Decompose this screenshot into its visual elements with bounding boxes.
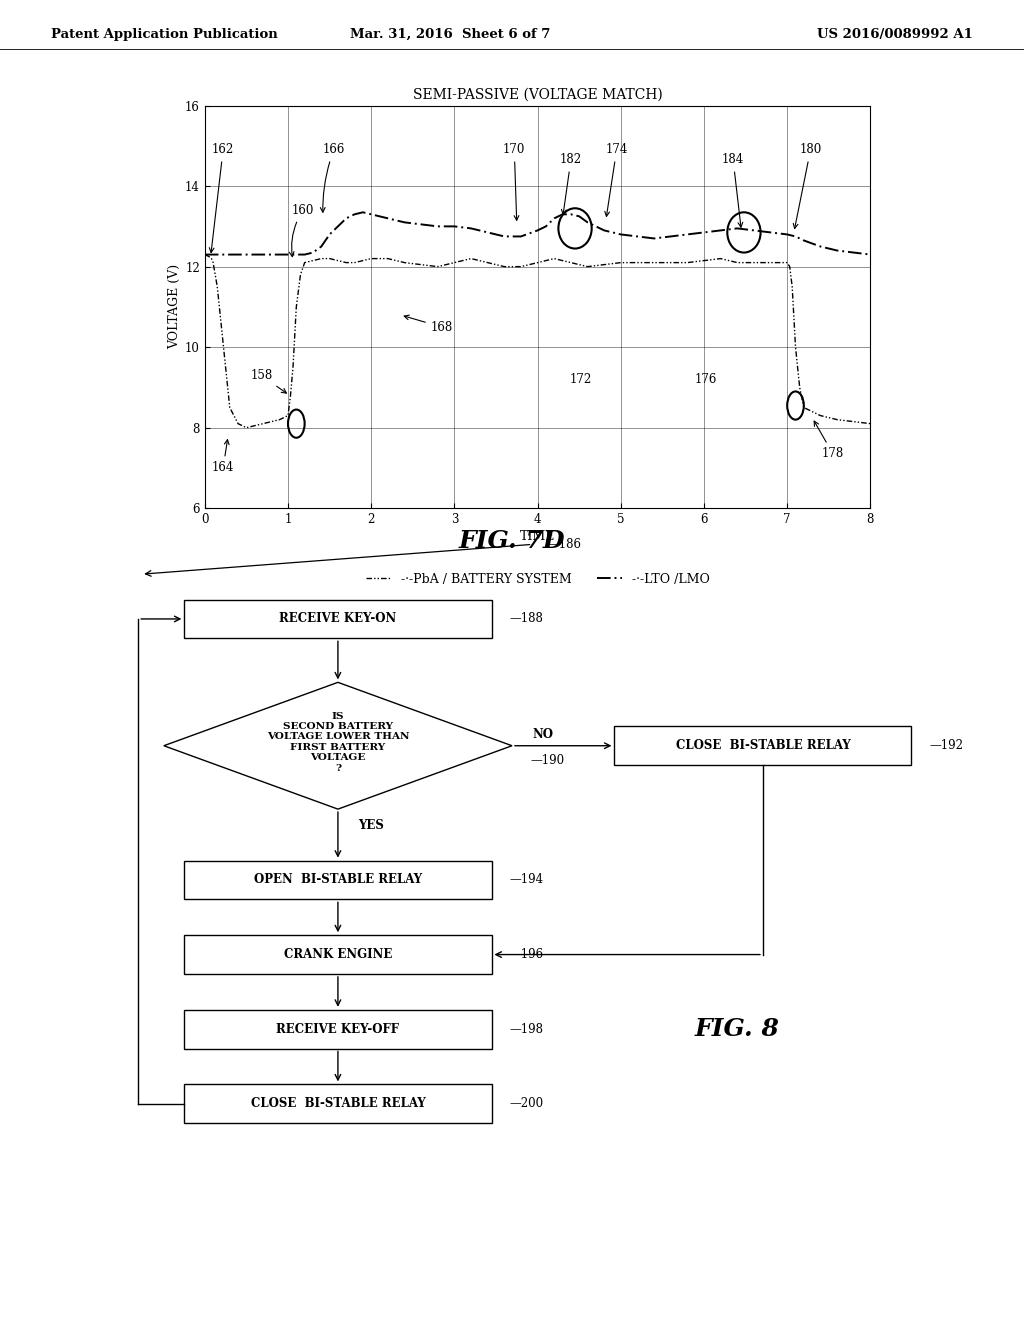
Text: NO: NO [532,729,554,741]
Text: FIG. 8: FIG. 8 [695,1018,779,1041]
Text: 164: 164 [212,440,234,474]
Text: IS
SECOND BATTERY
VOLTAGE LOWER THAN
FIRST BATTERY
VOLTAGE
?: IS SECOND BATTERY VOLTAGE LOWER THAN FIR… [266,711,410,772]
Text: Mar. 31, 2016  Sheet 6 of 7: Mar. 31, 2016 Sheet 6 of 7 [350,28,551,41]
Text: —194: —194 [510,874,544,887]
Text: Patent Application Publication: Patent Application Publication [51,28,278,41]
Text: —186: —186 [548,537,582,550]
Text: —192: —192 [930,739,964,752]
Text: CLOSE  BI-STABLE RELAY: CLOSE BI-STABLE RELAY [676,739,850,752]
Polygon shape [164,682,512,809]
Text: 158: 158 [250,368,287,393]
Text: OPEN  BI-STABLE RELAY: OPEN BI-STABLE RELAY [254,874,422,887]
Text: RECEIVE KEY-OFF: RECEIVE KEY-OFF [276,1023,399,1036]
Text: 168: 168 [404,315,453,334]
Y-axis label: VOLTAGE (V): VOLTAGE (V) [168,264,181,350]
Text: US 2016/0089992 A1: US 2016/0089992 A1 [817,28,973,41]
Text: —198: —198 [510,1023,544,1036]
X-axis label: TIME: TIME [520,531,555,544]
Text: 166: 166 [321,144,345,213]
Text: 184: 184 [722,153,744,227]
FancyBboxPatch shape [184,1084,492,1123]
Text: FIG. 7D: FIG. 7D [459,529,565,553]
Text: RECEIVE KEY-ON: RECEIVE KEY-ON [280,612,396,626]
Text: —200: —200 [510,1097,544,1110]
Text: 172: 172 [569,372,592,385]
FancyBboxPatch shape [614,726,911,766]
Text: CRANK ENGINE: CRANK ENGINE [284,948,392,961]
FancyBboxPatch shape [184,1010,492,1048]
Text: —190: —190 [530,754,564,767]
Text: —196: —196 [510,948,544,961]
Text: —188: —188 [510,612,544,626]
Text: 160: 160 [290,203,314,256]
Title: SEMI-PASSIVE (VOLTAGE MATCH): SEMI-PASSIVE (VOLTAGE MATCH) [413,87,663,102]
Legend: -·-PbA / BATTERY SYSTEM, -·-LTO /LMO: -·-PbA / BATTERY SYSTEM, -·-LTO /LMO [360,568,715,590]
Text: 182: 182 [560,153,582,214]
Text: CLOSE  BI-STABLE RELAY: CLOSE BI-STABLE RELAY [251,1097,425,1110]
FancyBboxPatch shape [184,599,492,639]
Text: 174: 174 [605,144,628,216]
Text: 178: 178 [814,421,844,461]
Text: YES: YES [358,818,384,832]
Text: 176: 176 [694,372,717,385]
Text: 170: 170 [503,144,525,220]
FancyBboxPatch shape [184,861,492,899]
Text: 162: 162 [209,144,234,252]
FancyBboxPatch shape [184,935,492,974]
Text: 180: 180 [794,144,821,228]
